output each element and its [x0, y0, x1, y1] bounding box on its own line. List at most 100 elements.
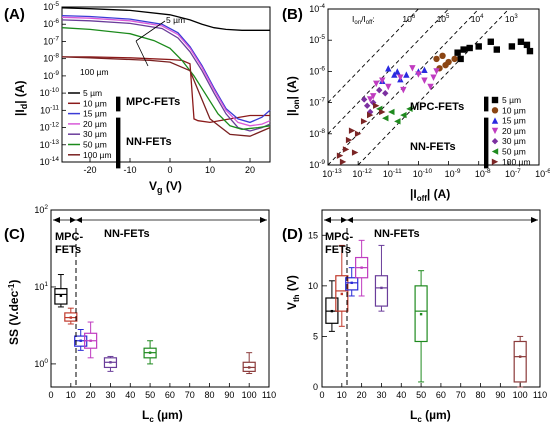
panel-c-ytick-label-0: 100 — [34, 358, 48, 369]
panel-b-legend-marker-6 — [491, 158, 499, 165]
panel-a-x-ticks: -20 -10 0 10 20 — [83, 158, 255, 175]
panel-b-ytick-label-5: 10-5 — [309, 34, 325, 45]
panel-a-ytick-label-14: 10-14 — [40, 156, 60, 167]
panel-c-mean-5 — [148, 351, 152, 354]
panel-b-point-0-3 — [475, 43, 482, 50]
panel-b-ytick-label-6: 10-6 — [309, 65, 325, 76]
panel-a-curve-5 — [61, 27, 271, 130]
panel-b-point-3-2 — [379, 77, 386, 84]
panel-b-legend-marker-1 — [491, 107, 499, 114]
panel-c-mean-2 — [79, 339, 82, 342]
panel-b-point-2-0 — [385, 65, 392, 72]
panel-b-point-4-4 — [382, 90, 389, 97]
panel-a-ytick-label-11: 10-11 — [40, 104, 59, 115]
panel-d-xtick-label-0: 0 — [319, 390, 324, 400]
panel-a-ytick-label-5: 10-5 — [43, 1, 59, 12]
panel-a-ytick-label-8: 10-8 — [43, 53, 59, 64]
panel-c-boxes — [54, 274, 256, 375]
panel-b-y-label: |Ion| (A) — [285, 76, 301, 116]
panel-c-axes-frame — [50, 209, 270, 388]
panel-b-legend-label-1: 10 µm — [502, 105, 526, 115]
panel-c-xtick-label-10: 100 — [242, 390, 257, 400]
panel-b-point-3-5 — [409, 65, 416, 72]
panel-c-mean-3 — [89, 339, 92, 342]
panel-a-curves — [61, 7, 271, 137]
panel-d-y-ticks: 0 5 10 15 — [308, 230, 327, 392]
panel-b-axes-frame — [327, 8, 540, 166]
panel-a: (A) -20 -10 0 10 20 10-5 10-6 10-7 10-8 10-9 10-1… — [4, 1, 271, 195]
panel-c-mean-4 — [109, 361, 112, 364]
panel-a-ytick-label-9: 10-9 — [43, 70, 59, 81]
panel-a-legend-label-0: 5 µm — [83, 88, 102, 98]
panel-b-legend-label-2: 15 µm — [502, 116, 526, 126]
panel-c-mean-6 — [247, 366, 251, 369]
panel-a-ytick-label-7: 10-7 — [43, 35, 59, 46]
panel-a-xtick-label-0: -20 — [83, 165, 96, 175]
panel-b-xtick-label-7: 10-7 — [505, 168, 521, 179]
panel-c-xtick-label-0: 0 — [48, 390, 53, 400]
panel-d-ytick-label-3: 15 — [308, 230, 318, 240]
panel-d-mpc-label: MPC- — [325, 231, 353, 243]
panel-b-x-label: |Ioff| (A) — [410, 187, 450, 203]
panel-b-ratio-value-3: 103 — [505, 14, 518, 24]
panel-b-point-3-9 — [430, 74, 437, 81]
panel-d-box-5 — [414, 285, 428, 343]
panel-c-x-label: Lc (µm) — [142, 408, 183, 423]
panel-b-ratio-line-3 — [357, 8, 510, 166]
panel-b-point-0-7 — [517, 38, 525, 45]
panel-c-xtick-label-2: 20 — [86, 390, 96, 400]
panel-d-xtick-label-7: 70 — [456, 390, 466, 400]
panel-b-point-4-3 — [376, 86, 383, 94]
panel-b-point-1-3 — [445, 58, 452, 66]
panel-b-xtick-label-6: 10-6 — [535, 168, 550, 179]
panel-b-legend-label-0: 5 µm — [502, 95, 521, 105]
panel-b-point-6-4 — [351, 149, 359, 156]
panel-c-mean-1 — [69, 316, 73, 319]
panel-b-point-0-8 — [523, 41, 531, 49]
panel-b-group-mpc: MPC-FETs — [410, 101, 464, 113]
panel-b-brace-mpc — [484, 96, 489, 112]
panel-a-brace-nn — [116, 117, 121, 169]
panel-a-brace-mpc — [116, 96, 121, 112]
panel-b-point-6-0 — [339, 158, 347, 166]
panel-b-point-6-1 — [342, 146, 350, 153]
panel-d-xtick-label-2: 20 — [357, 390, 367, 400]
panel-b-point-2-6 — [421, 66, 428, 74]
panel-a-curve-3 — [61, 16, 271, 127]
panel-b-point-1-1 — [439, 52, 446, 59]
panel-d-xtick-label-10: 100 — [513, 390, 528, 400]
panel-c-mpc-label: MPC- — [55, 231, 83, 243]
panel-d-fets-label: FETs — [325, 244, 351, 256]
panel-a-tag: (A) — [4, 6, 25, 23]
panel-a-annot-5um: 5 µm — [166, 15, 185, 25]
panel-b-point-0-5 — [493, 46, 500, 53]
panel-d-xtick-label-6: 60 — [436, 390, 446, 400]
panel-b-point-5-1 — [382, 115, 389, 122]
panel-b-legend-marker-3 — [491, 127, 499, 135]
panel-b-legend-marker-5 — [491, 148, 499, 155]
panel-c-xtick-label-6: 60 — [165, 390, 175, 400]
panel-b-point-6-6 — [360, 118, 368, 125]
panel-d-mean-0 — [330, 309, 334, 313]
panel-b-legend-label-3: 20 µm — [502, 126, 526, 136]
panel-b-ratio-line-0 — [327, 8, 419, 103]
panel-b-ratio-values: 106 105 104 103 — [402, 14, 518, 24]
panel-b-points — [336, 38, 534, 166]
panel-b-point-5-3 — [394, 118, 401, 125]
panel-b-point-0-0 — [454, 49, 461, 56]
panel-d-box-2 — [345, 277, 359, 291]
panel-b-point-2-2 — [394, 68, 401, 75]
panel-a-annot-100um: 100 µm — [80, 67, 109, 77]
panel-b-ratio-label: Ion/Ioff: — [352, 14, 375, 26]
panel-c-xtick-label-5: 50 — [145, 390, 155, 400]
panel-b-point-0-4 — [487, 38, 494, 45]
panel-b-legend-marker-4 — [491, 138, 499, 145]
panel-d-xtick-label-9: 90 — [495, 390, 505, 400]
panel-b-point-0-10 — [457, 55, 464, 63]
panel-d-xtick-label-11: 110 — [533, 390, 547, 400]
panel-c-xtick-label-8: 80 — [205, 390, 215, 400]
panel-b-point-3-6 — [415, 71, 422, 78]
panel-d-nn-label: NN-FETs — [374, 228, 420, 240]
panel-b-point-0-6 — [508, 43, 516, 50]
panel-c-y-ticks: 100 101 102 — [34, 204, 56, 369]
